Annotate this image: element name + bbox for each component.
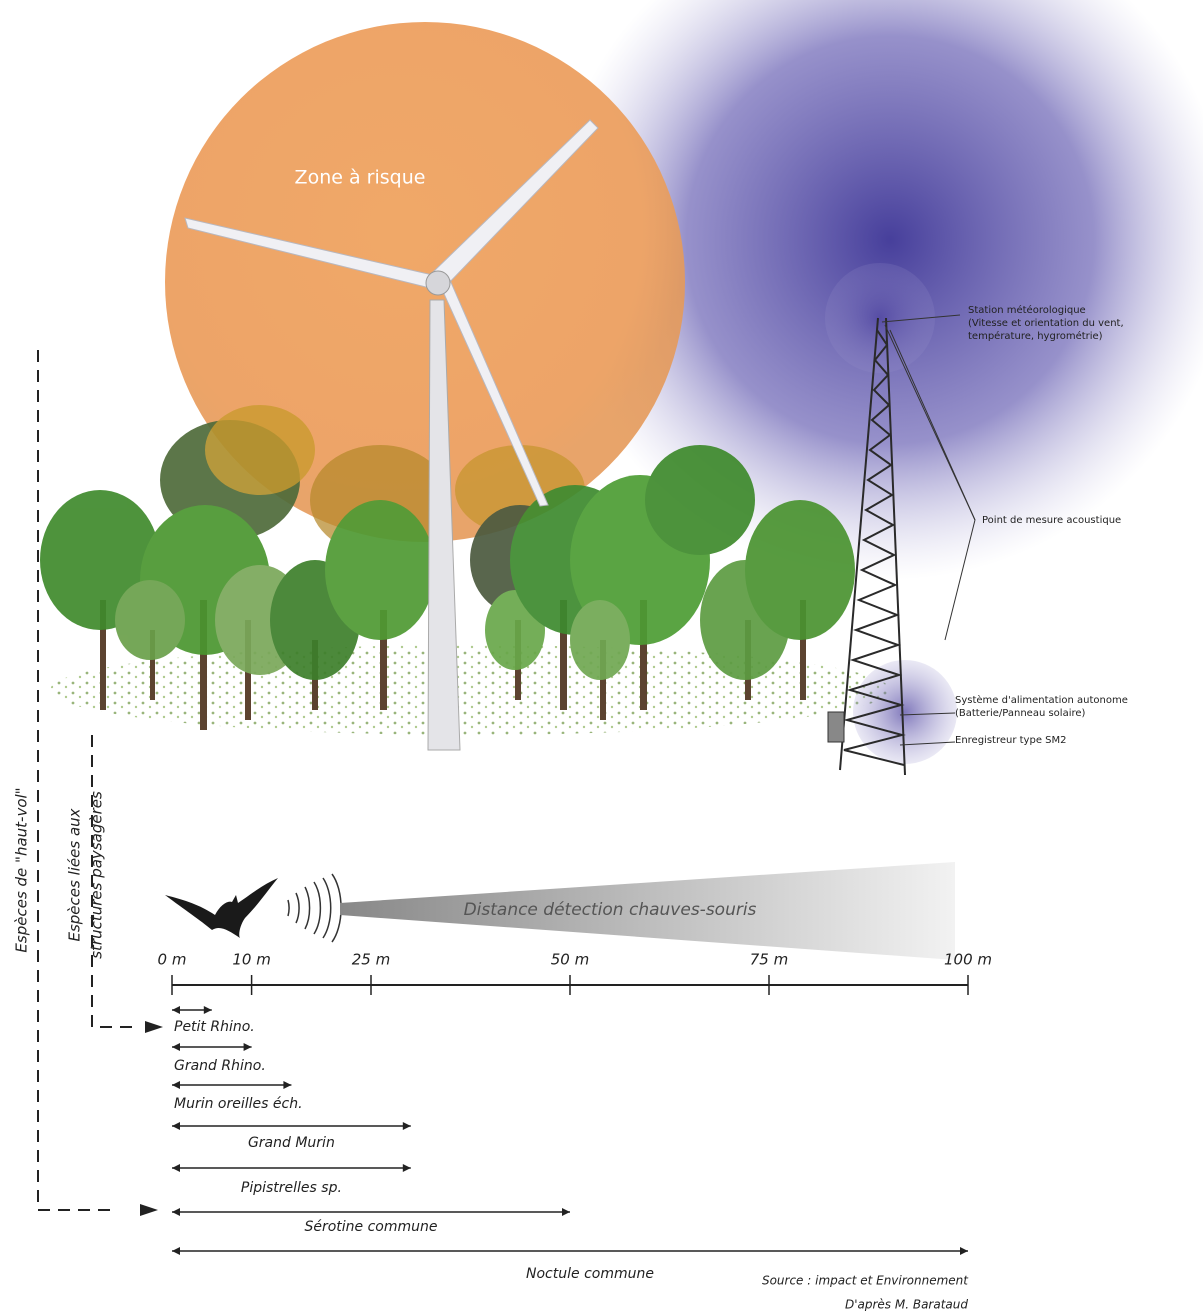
species-label: Grand Rhino. xyxy=(174,1058,266,1074)
range-arrow xyxy=(172,1081,291,1089)
annotation-line: (Batterie/Panneau solaire) xyxy=(955,708,1086,719)
species-label: Sérotine commune xyxy=(304,1219,437,1235)
source: Source : impact et Environnement D'après… xyxy=(762,1274,969,1312)
tick-label: 10 m xyxy=(232,951,270,969)
annotation-line: Point de mesure acoustique xyxy=(982,515,1121,526)
source-line: D'après M. Barataud xyxy=(845,1298,968,1312)
landscape-art xyxy=(40,0,1203,775)
group-label: Espèces de "haut-vol" xyxy=(13,787,31,952)
range-arrow xyxy=(172,1122,411,1130)
species-label: Petit Rhino. xyxy=(174,1019,255,1035)
sound-waves xyxy=(288,874,341,942)
species-label: Grand Murin xyxy=(248,1135,335,1151)
annotation-line: Système d'alimentation autonome xyxy=(955,694,1128,706)
arrow-head xyxy=(140,1204,158,1216)
range-arrow xyxy=(172,1043,252,1051)
group-label: Espèces liées aux xyxy=(66,808,84,941)
arrow-head xyxy=(145,1021,163,1033)
group-label: structures paysagères xyxy=(88,791,106,959)
tick-label: 50 m xyxy=(551,951,589,969)
tick-label: 100 m xyxy=(944,951,992,969)
range-arrow xyxy=(172,1247,968,1255)
zone-label: Zone à risque xyxy=(295,167,426,189)
range-arrow xyxy=(172,1006,212,1014)
range-arrow xyxy=(172,1208,570,1216)
tick-label: 75 m xyxy=(750,951,788,969)
source-line: Source : impact et Environnement xyxy=(762,1274,969,1288)
tick-label: 0 m xyxy=(158,951,187,969)
annotation-line: (Vitesse et orientation du vent, xyxy=(968,318,1124,329)
species-label: Murin oreilles éch. xyxy=(174,1096,303,1112)
annotation-line: température, hygrométrie) xyxy=(968,330,1103,342)
annotation-line: Station météorologique xyxy=(968,304,1086,316)
range-arrow xyxy=(172,1164,411,1172)
group-connectors xyxy=(38,350,140,1210)
annotation-line: Enregistreur type SM2 xyxy=(955,735,1066,746)
detection-label: Distance détection chauves-souris xyxy=(464,900,757,920)
species-label: Noctule commune xyxy=(526,1266,654,1282)
bat-icon xyxy=(165,878,278,938)
tick-label: 25 m xyxy=(352,951,390,969)
diagram: Zone à risque Station météorologique (Vi… xyxy=(0,0,1203,1315)
species-label: Pipistrelles sp. xyxy=(241,1180,342,1196)
